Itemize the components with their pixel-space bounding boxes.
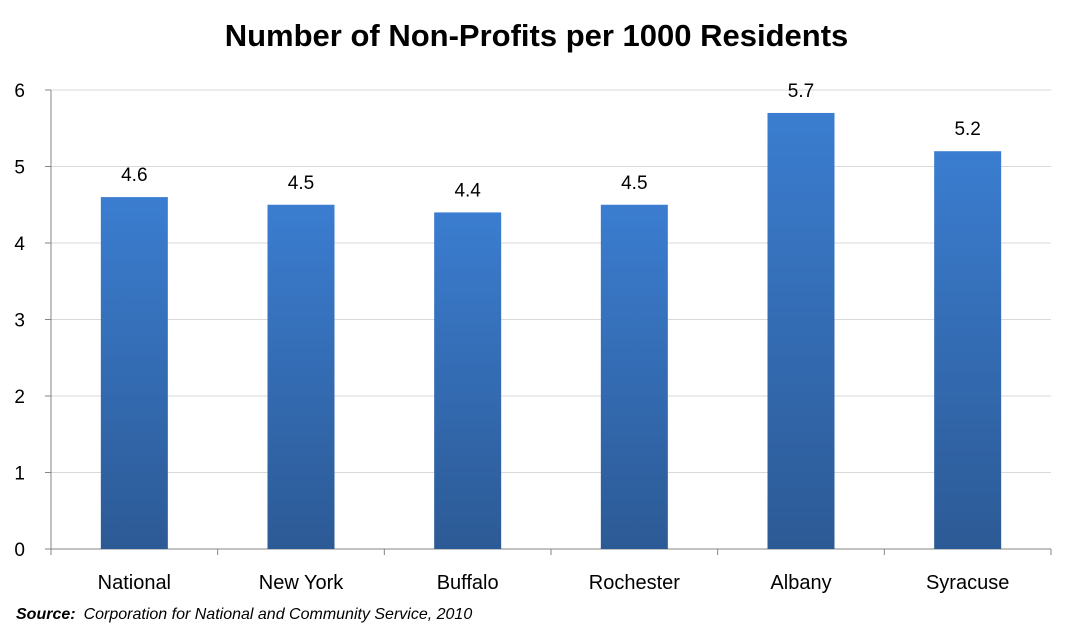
chart-title: Number of Non-Profits per 1000 Residents — [224, 18, 849, 53]
data-label: 4.5 — [288, 173, 314, 194]
data-label: 4.4 — [454, 180, 481, 201]
labels: 4.6 National 4.5 New York 4.4 Buffalo 4.5 Roche… — [98, 81, 1010, 594]
y-tick-label: 6 — [14, 81, 25, 102]
x-tick-label: National — [98, 572, 171, 594]
bar-albany — [767, 112, 835, 549]
y-tick-label: 1 — [14, 464, 25, 485]
data-label: 5.7 — [788, 81, 814, 102]
y-tick-label: 3 — [14, 311, 25, 332]
x-tick-label: Buffalo — [437, 572, 499, 594]
gridlines — [51, 89, 1051, 473]
x-tick-label: New York — [259, 572, 344, 594]
bar-national — [100, 197, 168, 549]
source-note: Source: Corporation for National and Comm… — [16, 606, 472, 624]
x-tick-label: Syracuse — [926, 572, 1009, 594]
y-tick-label: 2 — [14, 387, 25, 408]
x-tick-label: Rochester — [589, 572, 680, 594]
x-tick-label: Albany — [770, 572, 831, 594]
source-label: Source: — [16, 606, 76, 623]
axes: 0 1 2 3 4 5 6 — [14, 81, 1052, 561]
bar-buffalo — [434, 212, 502, 549]
data-label: 4.5 — [621, 173, 647, 194]
bar-new-york — [267, 204, 335, 549]
data-label: 5.2 — [954, 119, 980, 140]
y-tick-label: 4 — [14, 234, 25, 255]
y-tick-label: 5 — [14, 158, 25, 179]
bars — [100, 112, 1002, 549]
data-label: 4.6 — [121, 165, 147, 186]
source-text: Corporation for National and Community S… — [83, 606, 473, 623]
bar-rochester — [600, 204, 668, 549]
bar-syracuse — [934, 151, 1002, 549]
y-tick-label: 0 — [14, 540, 25, 561]
